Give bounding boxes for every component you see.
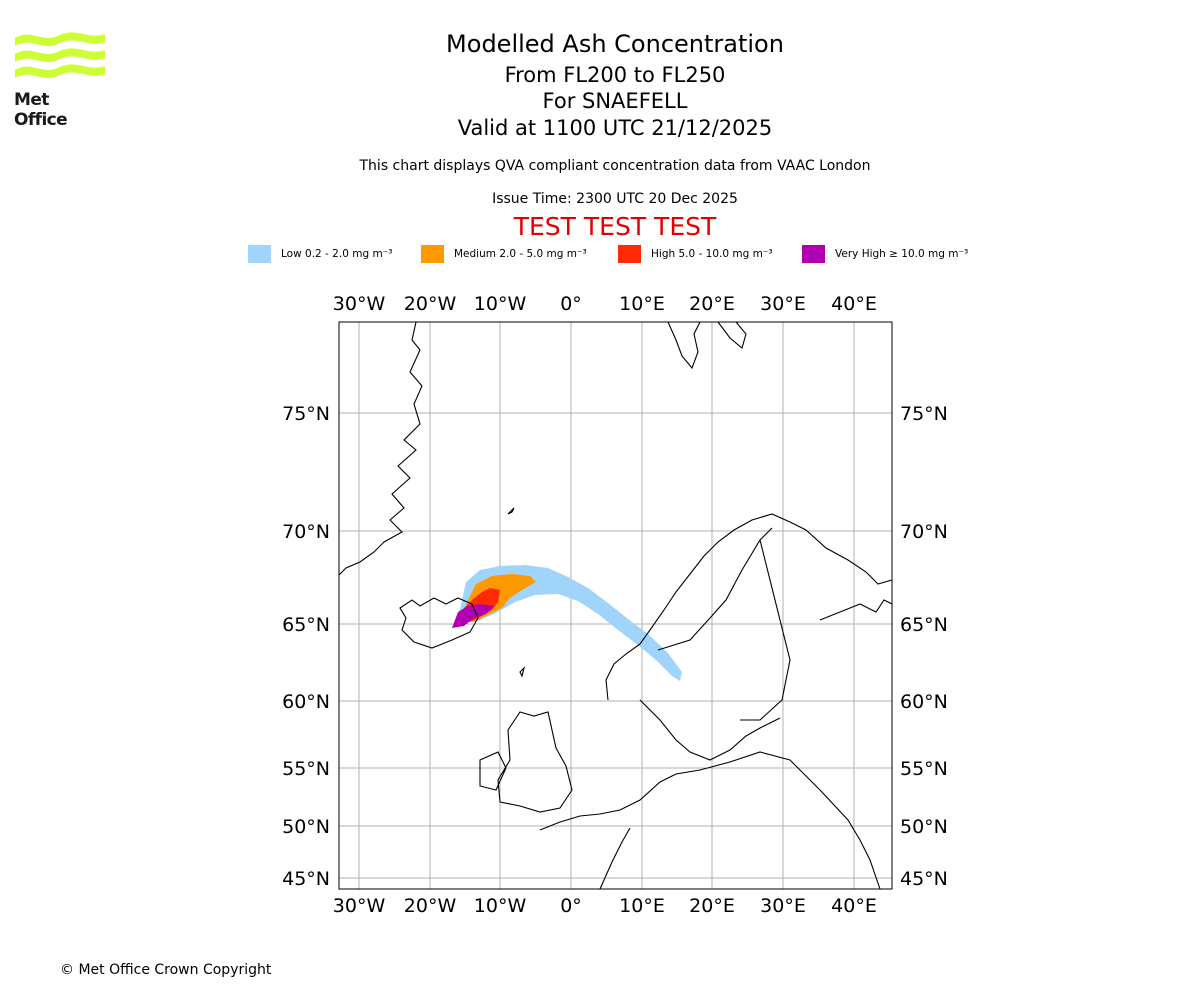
lat-label-left: 50°N (282, 816, 330, 838)
lon-label-bottom: 10°E (619, 895, 665, 917)
coastlines (338, 321, 893, 890)
longitude-labels-bottom: 30°W 20°W 10°W 0° 10°E 20°E 30°E 40°E (333, 895, 877, 917)
lat-label-left: 55°N (282, 758, 330, 780)
legend-label-very-high: Very High ≥ 10.0 mg m⁻³ (835, 248, 969, 260)
met-office-logo: Met Office (14, 30, 106, 130)
sweden-finland-border (657, 527, 791, 721)
issue-time: Issue Time: 2300 UTC 20 Dec 2025 (492, 191, 738, 207)
greenland-coast (338, 321, 423, 576)
lat-label-right: 50°N (900, 816, 948, 838)
legend-swatch-high (618, 245, 641, 263)
lon-label-top: 20°W (404, 293, 457, 315)
lat-label-right: 75°N (900, 403, 948, 425)
lat-label-right: 45°N (900, 868, 948, 890)
legend-item-medium: Medium 2.0 - 5.0 mg m⁻³ (421, 244, 587, 264)
map-frame (338, 321, 893, 890)
lat-label-right: 60°N (900, 691, 948, 713)
logo-waves-icon (15, 32, 105, 78)
latitude-labels-right: 75°N 70°N 65°N 60°N 55°N 50°N 45°N (900, 403, 948, 890)
logo-wordmark: Met Office (14, 90, 68, 130)
lon-label-bottom: 20°W (404, 895, 457, 917)
legend-item-high: High 5.0 - 10.0 mg m⁻³ (618, 244, 773, 264)
legend-swatch-medium (421, 245, 444, 263)
legend-label-high: High 5.0 - 10.0 mg m⁻³ (651, 248, 773, 260)
legend-swatch-very-high (802, 245, 825, 263)
lon-label-top: 30°W (333, 293, 386, 315)
lon-label-bottom: 40°E (831, 895, 877, 917)
chart-title: Modelled Ash Concentration (446, 30, 784, 58)
lat-label-left: 75°N (282, 403, 330, 425)
lat-label-left: 65°N (282, 614, 330, 636)
lat-label-left: 70°N (282, 521, 330, 543)
lon-label-bottom: 10°W (474, 895, 527, 917)
lon-label-top: 20°E (689, 293, 735, 315)
latitude-labels-left: 75°N 70°N 65°N 60°N 55°N 50°N 45°N (282, 403, 330, 890)
flight-level-range: From FL200 to FL250 (504, 63, 726, 87)
lat-label-right: 70°N (900, 521, 948, 543)
lon-label-top: 10°W (474, 293, 527, 315)
baltic-coast (639, 699, 781, 761)
lon-label-top: 40°E (831, 293, 877, 315)
british-isles-coast (479, 711, 573, 813)
lon-label-top: 10°E (619, 293, 665, 315)
chart-description: This chart displays QVA compliant concen… (359, 158, 871, 174)
test-banner: TEST TEST TEST (513, 212, 717, 241)
svalbard-coast (667, 321, 747, 370)
lon-label-bottom: 30°E (760, 895, 806, 917)
legend-label-low: Low 0.2 - 2.0 mg m⁻³ (281, 248, 393, 260)
legend-label-medium: Medium 2.0 - 5.0 mg m⁻³ (454, 248, 587, 260)
lat-label-left: 45°N (282, 868, 330, 890)
legend-swatch-low (248, 245, 271, 263)
ash-area-very-high (452, 604, 494, 628)
map-gridlines (339, 322, 892, 889)
lat-label-left: 60°N (282, 691, 330, 713)
russia-coast (819, 599, 893, 621)
legend-item-low: Low 0.2 - 2.0 mg m⁻³ (248, 244, 392, 264)
iceland-coast (399, 597, 479, 649)
continental-europe-coast (539, 751, 881, 890)
valid-time: Valid at 1100 UTC 21/12/2025 (457, 116, 773, 140)
volcano-name: For SNAEFELL (542, 89, 688, 113)
legend-item-very-high: Very High ≥ 10.0 mg m⁻³ (802, 244, 968, 264)
lon-label-top: 0° (560, 293, 582, 315)
lon-label-bottom: 30°W (333, 895, 386, 917)
jan-mayen-island (507, 507, 515, 515)
faroe-islands (519, 666, 526, 678)
norway-coast (605, 513, 893, 701)
lat-label-right: 65°N (900, 614, 948, 636)
longitude-labels-top: 30°W 20°W 10°W 0° 10°E 20°E 30°E 40°E (333, 293, 877, 315)
lon-label-bottom: 0° (560, 895, 582, 917)
copyright-notice: © Met Office Crown Copyright (60, 962, 272, 978)
lon-label-top: 30°E (760, 293, 806, 315)
lon-label-bottom: 20°E (689, 895, 735, 917)
lat-label-right: 55°N (900, 758, 948, 780)
